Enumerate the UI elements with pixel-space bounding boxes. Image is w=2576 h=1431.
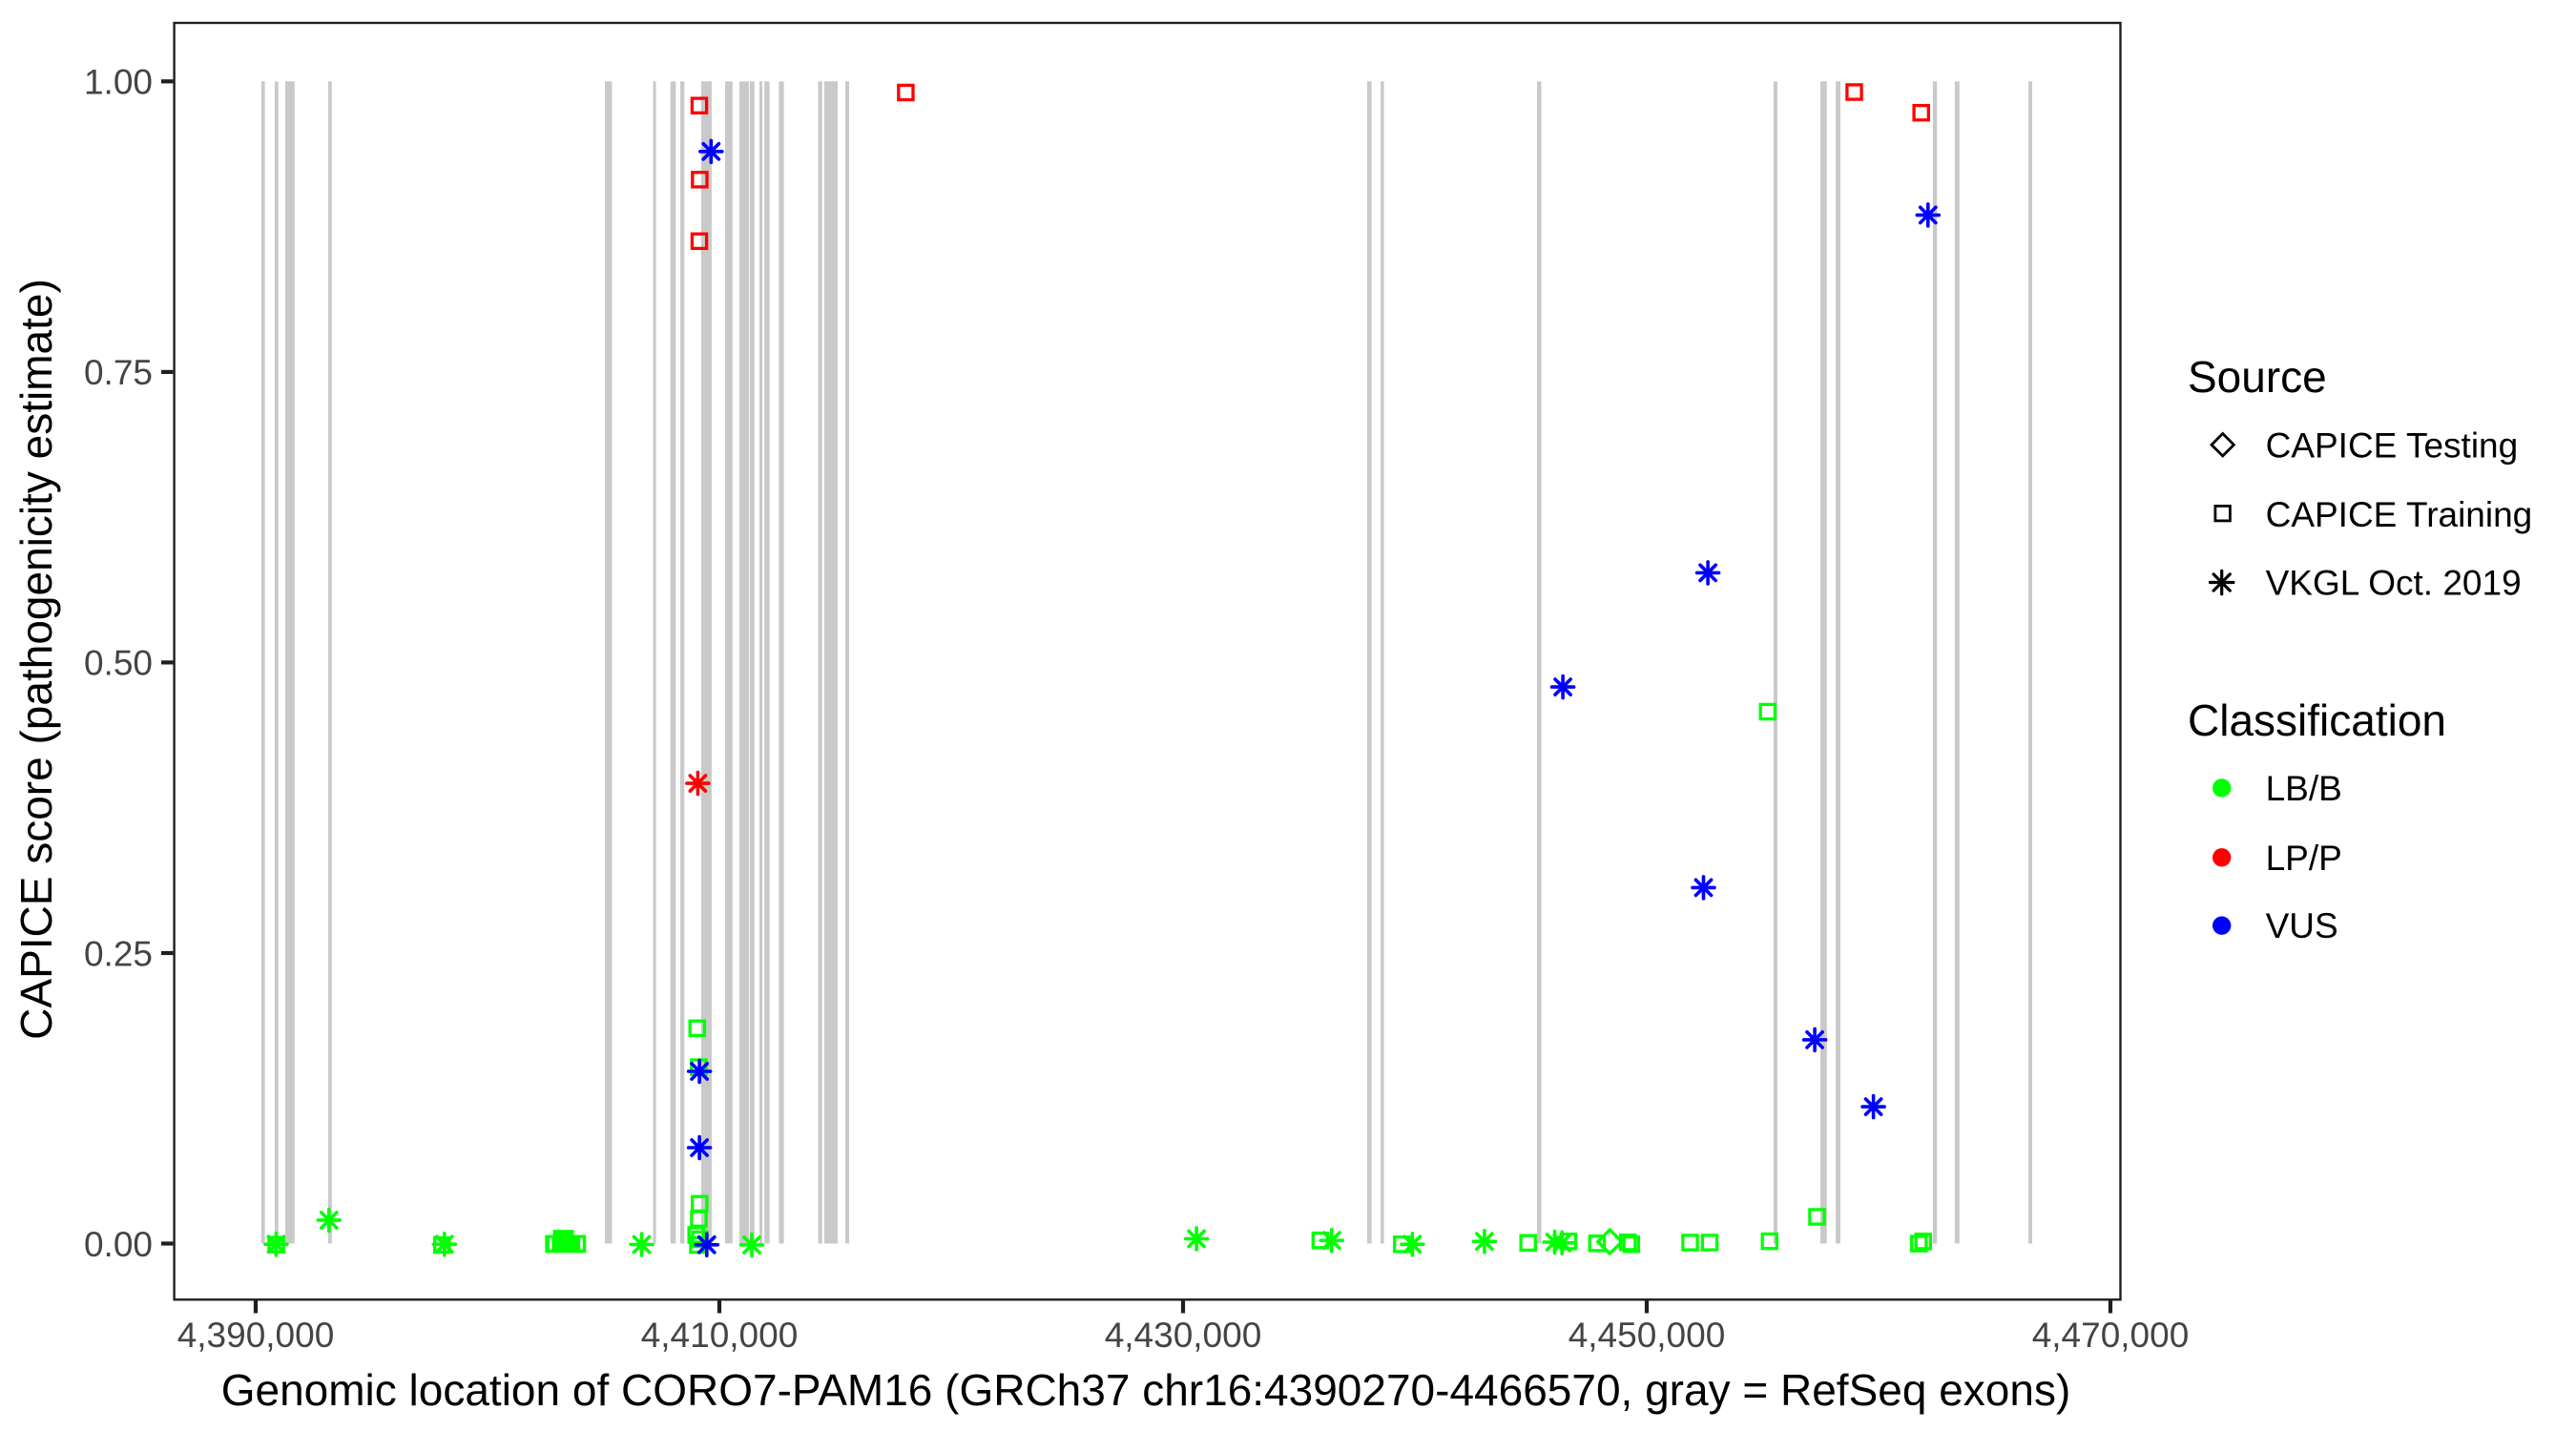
svg-text:4,430,000: 4,430,000 [1105, 1316, 1262, 1355]
svg-text:Genomic location of CORO7-PAM1: Genomic location of CORO7-PAM16 (GRCh37 … [221, 1365, 2071, 1415]
svg-text:VUS: VUS [2266, 906, 2338, 945]
svg-text:Classification: Classification [2188, 695, 2446, 745]
svg-text:0.50: 0.50 [84, 644, 153, 683]
svg-text:4,450,000: 4,450,000 [1568, 1316, 1726, 1355]
svg-text:0.25: 0.25 [84, 934, 153, 973]
svg-text:CAPICE Testing: CAPICE Testing [2266, 426, 2519, 466]
svg-text:Source: Source [2188, 352, 2327, 402]
svg-text:LB/B: LB/B [2266, 769, 2342, 808]
svg-text:CAPICE Training: CAPICE Training [2266, 495, 2533, 534]
svg-text:1.00: 1.00 [84, 63, 153, 102]
svg-text:VKGL Oct. 2019: VKGL Oct. 2019 [2266, 564, 2522, 603]
svg-text:4,470,000: 4,470,000 [2032, 1316, 2190, 1355]
svg-text:0.75: 0.75 [84, 353, 153, 392]
svg-text:0.00: 0.00 [84, 1225, 153, 1264]
svg-text:4,390,000: 4,390,000 [177, 1316, 335, 1355]
svg-text:LP/P: LP/P [2266, 839, 2342, 878]
svg-text:4,410,000: 4,410,000 [641, 1316, 799, 1355]
svg-text:CAPICE score (pathogenicity es: CAPICE score (pathogenicity estimate) [11, 279, 61, 1040]
